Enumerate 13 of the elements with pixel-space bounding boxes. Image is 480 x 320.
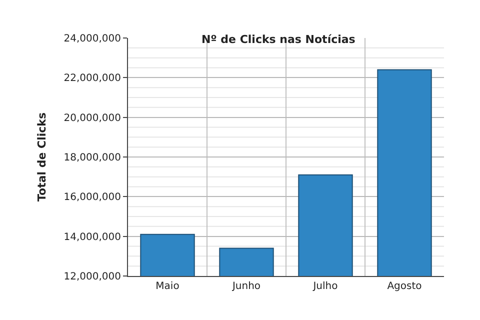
x-tick-label: Agosto bbox=[387, 281, 422, 292]
y-tick-label: 20,000,000 bbox=[64, 112, 121, 124]
y-tick-label: 18,000,000 bbox=[64, 152, 121, 164]
y-tick-label: 12,000,000 bbox=[64, 272, 121, 282]
y-tick-label: 22,000,000 bbox=[64, 73, 121, 84]
y-tick-label: 14,000,000 bbox=[64, 232, 121, 243]
y-axis-title: Total de Clicks bbox=[35, 112, 48, 202]
y-tick-label: 24,000,000 bbox=[64, 34, 121, 44]
x-tick-label: Junho bbox=[231, 281, 261, 292]
y-tick-label: 16,000,000 bbox=[64, 192, 121, 204]
chart-title: Nº de Clicks nas Notícias bbox=[201, 32, 356, 46]
x-tick-label: Julho bbox=[312, 281, 338, 292]
x-tick-label: Maio bbox=[156, 281, 180, 292]
